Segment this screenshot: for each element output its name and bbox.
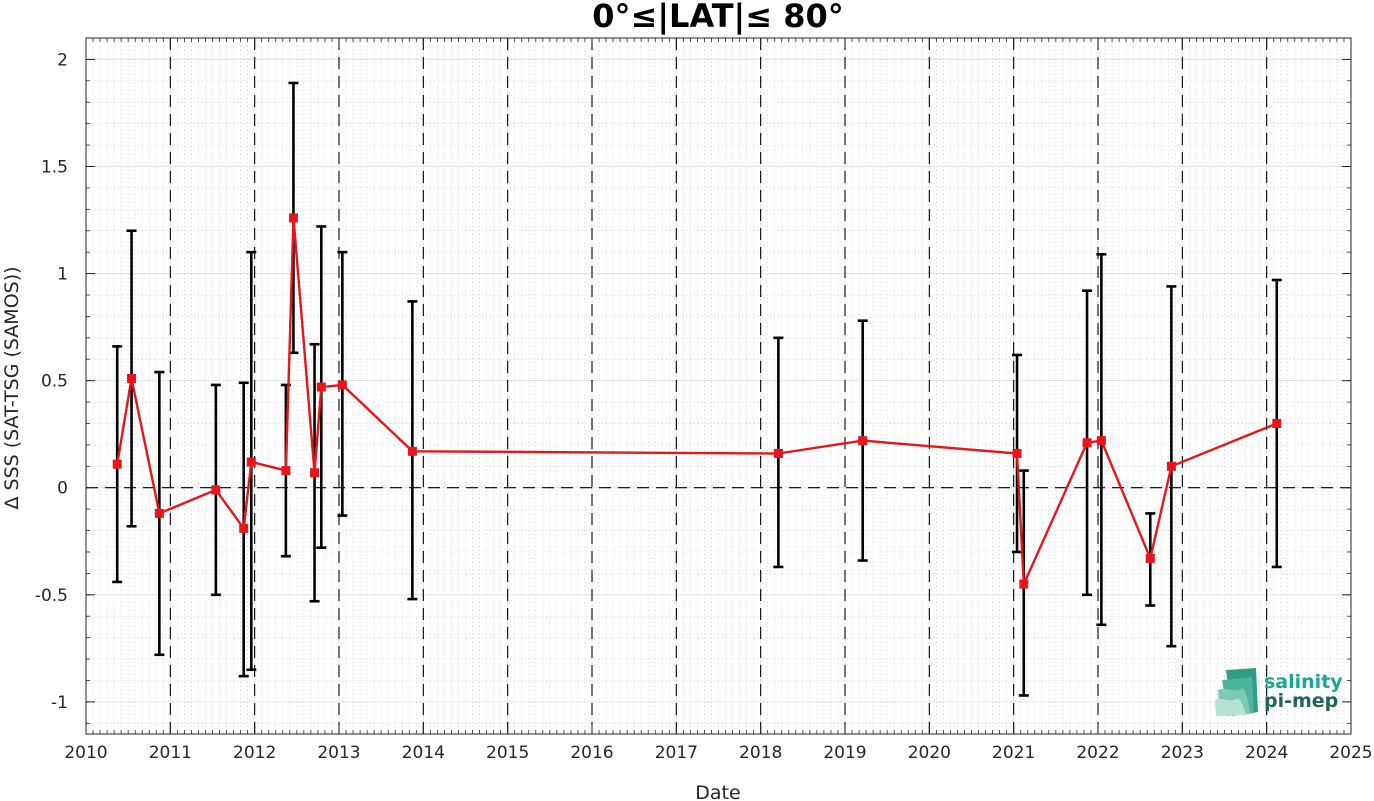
x-tick-label: 2022 xyxy=(1076,743,1119,763)
data-point xyxy=(407,446,417,456)
data-point xyxy=(1012,448,1022,458)
series-line xyxy=(116,216,1278,586)
x-axis-label: Date xyxy=(695,782,740,801)
y-tick-label: 1.5 xyxy=(41,157,68,177)
y-tick-label: 0 xyxy=(57,479,68,499)
y-axis-label: Δ SSS (SAT-TSG (SAMOS)) xyxy=(1,266,23,509)
data-point xyxy=(1019,579,1029,589)
x-tick-label: 2017 xyxy=(655,743,698,763)
data-point xyxy=(127,374,137,384)
data-point xyxy=(211,485,221,495)
x-tick-label: 2018 xyxy=(739,743,782,763)
y-tick-label: -0.5 xyxy=(35,586,68,606)
x-tick-label: 2019 xyxy=(823,743,866,763)
x-tick-label: 2020 xyxy=(908,743,951,763)
axes-frame xyxy=(85,37,1352,735)
logo-text-line1: salinity xyxy=(1264,671,1343,693)
data-point xyxy=(239,523,249,533)
data-point xyxy=(773,448,783,458)
data-point xyxy=(112,459,122,469)
x-tick-label: 2024 xyxy=(1245,743,1288,763)
data-point xyxy=(316,382,326,392)
y-tick-label: 0.5 xyxy=(41,372,68,392)
x-tick-label: 2015 xyxy=(486,743,529,763)
x-tick-label: 2013 xyxy=(317,743,360,763)
data-point xyxy=(1082,438,1092,448)
y-tick-label: 2 xyxy=(57,50,68,70)
y-tick-label: -1 xyxy=(51,693,68,713)
chart-title: 0°≤|LAT|≤ 80° xyxy=(592,0,843,36)
data-point xyxy=(1145,553,1155,563)
reference-lines xyxy=(86,38,1351,734)
x-tick-label: 2023 xyxy=(1161,743,1204,763)
data-point xyxy=(246,457,256,467)
data-point xyxy=(858,436,868,446)
x-tick-label: 2010 xyxy=(64,743,107,763)
salinity-pi-mep-logo: salinity pi-mep xyxy=(1215,668,1343,716)
x-tick-label: 2012 xyxy=(233,743,276,763)
data-point xyxy=(154,508,164,518)
data-point xyxy=(310,468,320,478)
x-tick-label: 2011 xyxy=(149,743,192,763)
data-point xyxy=(288,213,298,223)
data-point xyxy=(337,380,347,390)
x-tick-label: 2016 xyxy=(570,743,613,763)
data-point xyxy=(1166,461,1176,471)
tick-labels: 2010 2011 2012 2013 2014 2015 2016 2017 2018 2019… xyxy=(35,50,1373,763)
data-point xyxy=(1096,436,1106,446)
logo-text-line2: pi-mep xyxy=(1264,690,1338,712)
y-tick-label: 1 xyxy=(57,265,68,285)
series xyxy=(112,213,1282,589)
x-tick-label: 2025 xyxy=(1329,743,1372,763)
wave-logo-icon xyxy=(1215,668,1258,716)
data-point xyxy=(281,466,291,476)
grid xyxy=(85,38,1352,734)
x-tick-label: 2021 xyxy=(992,743,1035,763)
data-point xyxy=(1272,418,1282,428)
x-tick-label: 2014 xyxy=(402,743,445,763)
